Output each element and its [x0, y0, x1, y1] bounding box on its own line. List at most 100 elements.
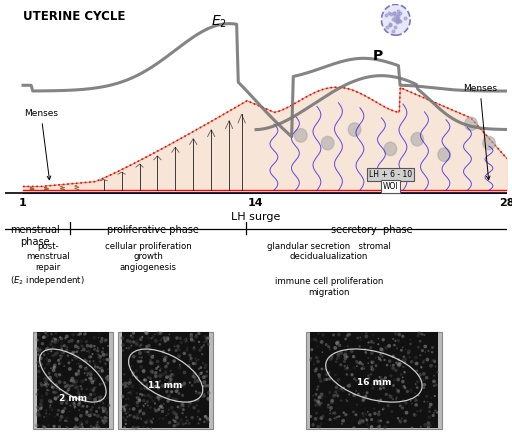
Point [50, 423, 58, 430]
Point [93, 422, 101, 429]
Point [412, 381, 420, 388]
Point [75, 345, 83, 352]
Point [125, 338, 134, 345]
Point [40, 424, 49, 431]
Point [323, 371, 331, 378]
Point [98, 337, 106, 344]
Point [326, 368, 334, 375]
Text: LH surge: LH surge [231, 211, 281, 221]
Point [54, 393, 62, 400]
Point [155, 393, 163, 400]
Point [350, 375, 358, 382]
Point [198, 351, 206, 358]
Point [156, 372, 164, 379]
Point [173, 334, 181, 341]
Point [61, 342, 70, 349]
Point [394, 11, 402, 18]
Point [136, 415, 144, 422]
Point [36, 405, 45, 412]
Point [157, 365, 165, 372]
Point [82, 364, 90, 371]
Point [151, 395, 159, 402]
Point [165, 419, 174, 426]
Point [196, 390, 204, 397]
Point [314, 398, 322, 405]
Point [148, 354, 156, 361]
Text: 14: 14 [248, 198, 264, 208]
Point [132, 374, 140, 381]
Point [324, 362, 332, 369]
Point [327, 405, 335, 412]
Point [352, 377, 360, 384]
Point [90, 378, 98, 385]
Point [365, 421, 373, 428]
Point [399, 378, 407, 385]
Point [81, 399, 89, 405]
Point [87, 413, 95, 420]
Point [102, 336, 111, 343]
Point [121, 408, 129, 415]
Point [349, 409, 357, 416]
Point [154, 394, 162, 401]
Point [91, 363, 99, 370]
Point [90, 334, 98, 341]
Point [182, 337, 190, 344]
Point [100, 356, 108, 363]
Point [145, 351, 154, 358]
Point [34, 345, 42, 352]
Point [337, 397, 345, 404]
Point [384, 402, 392, 409]
Point [172, 411, 180, 418]
Point [58, 359, 66, 366]
Point [75, 392, 83, 399]
Point [51, 362, 59, 369]
Point [374, 354, 382, 361]
Point [78, 385, 86, 392]
Point [90, 343, 98, 350]
Point [418, 347, 426, 354]
Point [142, 383, 151, 390]
Point [59, 391, 68, 398]
Point [362, 416, 370, 422]
Point [341, 355, 349, 362]
Point [156, 341, 164, 348]
Point [337, 361, 345, 368]
Point [410, 411, 418, 418]
Point [346, 331, 354, 338]
Text: menstrual
phase: menstrual phase [10, 225, 60, 247]
Point [368, 363, 376, 370]
FancyBboxPatch shape [33, 331, 113, 429]
Point [61, 335, 70, 342]
Point [129, 424, 137, 431]
Point [176, 347, 184, 354]
Text: 1: 1 [19, 198, 27, 208]
Point [375, 423, 383, 430]
Point [356, 334, 365, 341]
Point [201, 364, 209, 371]
Point [314, 383, 322, 390]
Circle shape [322, 136, 334, 150]
Point [89, 404, 97, 411]
Point [34, 351, 42, 358]
Point [60, 379, 69, 386]
Point [98, 335, 106, 342]
Point [387, 372, 395, 379]
Point [397, 347, 406, 354]
Point [420, 398, 429, 405]
Point [367, 423, 375, 430]
Point [395, 417, 403, 424]
Point [87, 406, 95, 413]
Point [94, 412, 102, 419]
Point [404, 350, 412, 357]
Point [62, 389, 70, 396]
Point [155, 406, 163, 413]
Point [379, 405, 388, 412]
Point [307, 413, 315, 420]
Point [389, 361, 397, 368]
Point [86, 354, 94, 361]
Point [152, 382, 160, 389]
Point [130, 338, 138, 345]
Point [68, 337, 76, 344]
Point [401, 356, 410, 363]
Point [35, 352, 44, 359]
